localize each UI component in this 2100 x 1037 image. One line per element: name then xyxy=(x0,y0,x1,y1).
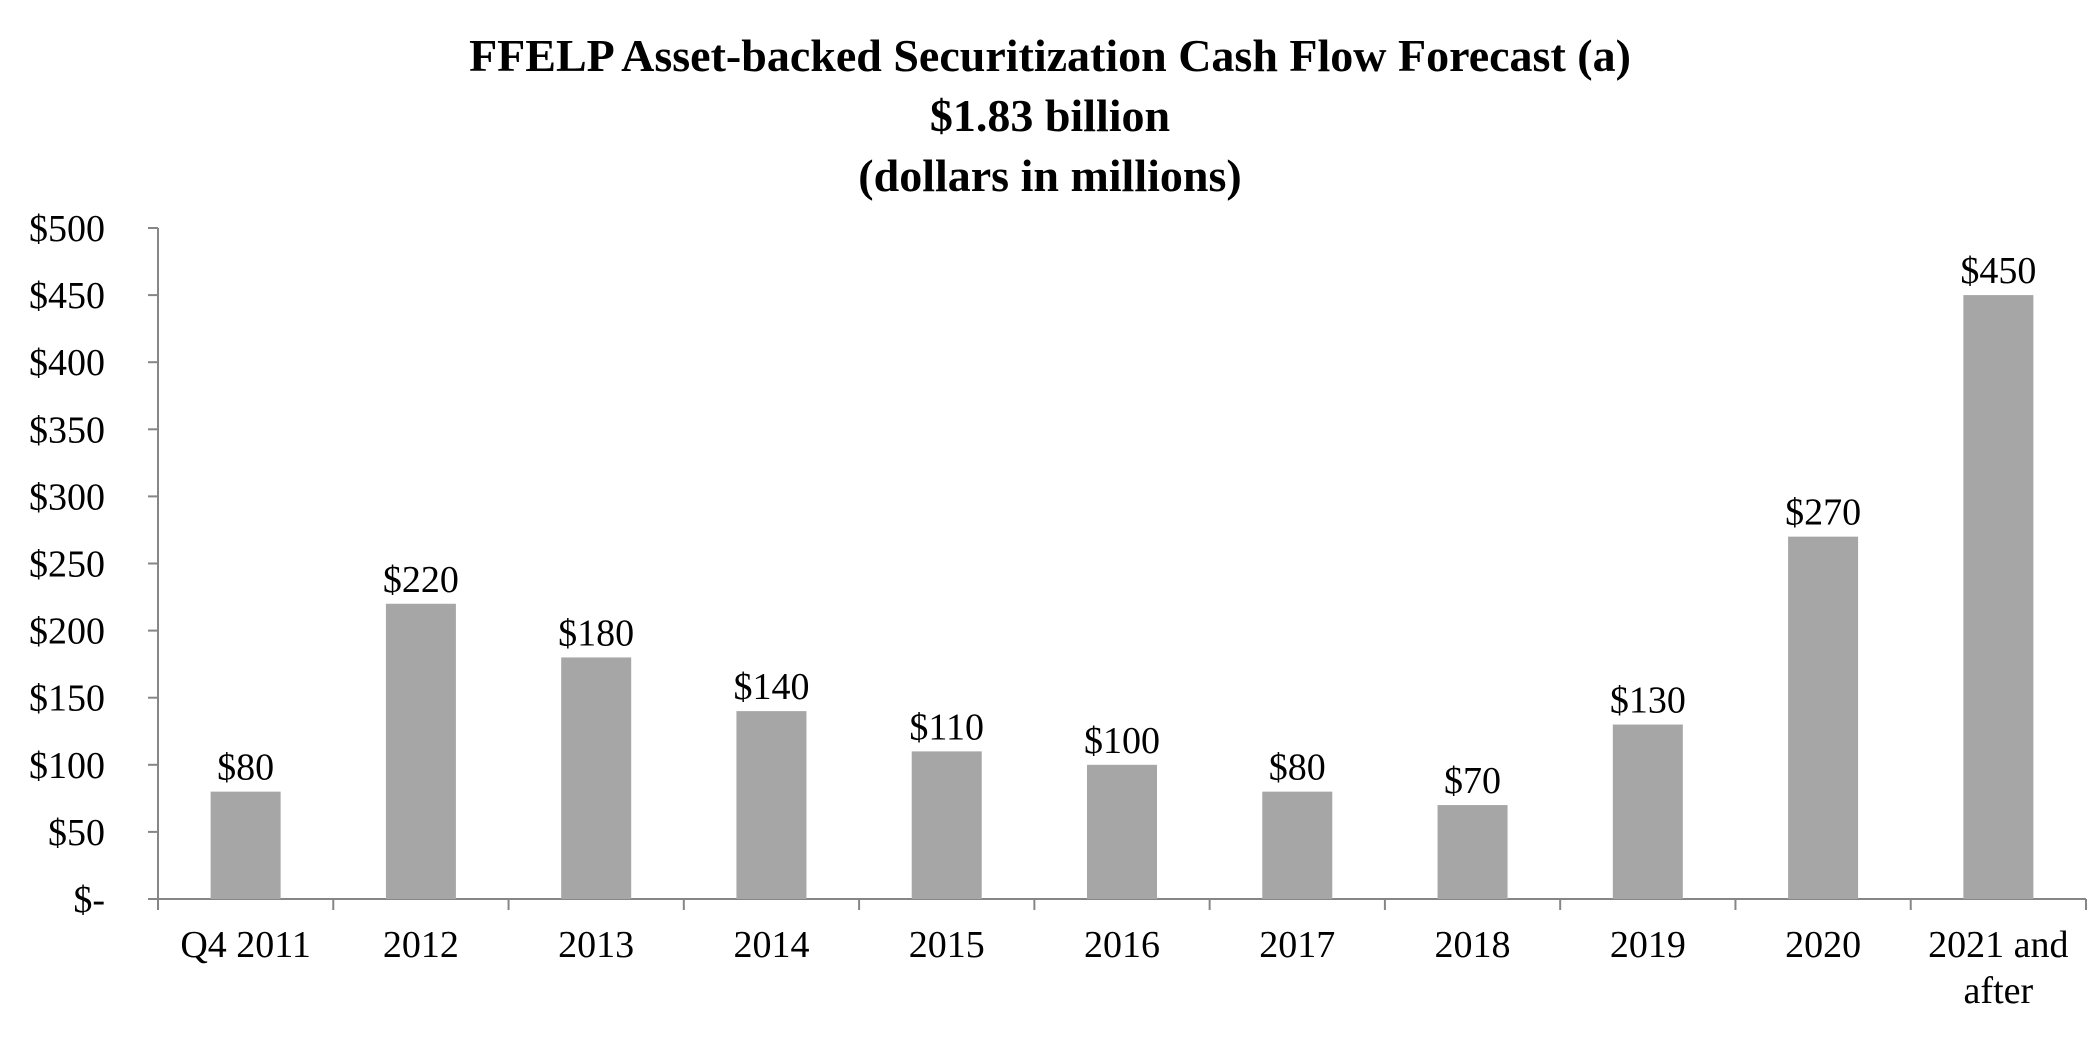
data-label: $80 xyxy=(1269,747,1326,789)
bar xyxy=(911,751,982,899)
y-tick-label: $500 xyxy=(29,208,105,250)
x-category-label: 2019 xyxy=(1610,924,1686,966)
bars xyxy=(210,295,2034,900)
bar xyxy=(1612,724,1683,899)
bar xyxy=(736,711,807,899)
data-label: $180 xyxy=(558,612,634,654)
x-category-label: Q4 2011 xyxy=(180,924,311,966)
y-tick-label: $450 xyxy=(29,275,105,317)
bar xyxy=(1963,295,2034,900)
bar xyxy=(1788,536,1859,899)
bar xyxy=(1087,764,1157,899)
data-label: $140 xyxy=(733,666,809,708)
x-category-label: 2013 xyxy=(558,924,634,966)
data-label: $100 xyxy=(1084,720,1160,762)
bar xyxy=(1437,805,1508,899)
x-category-label: 2020 xyxy=(1785,924,1861,966)
x-category-label-line: 2021 and xyxy=(1928,924,2068,966)
chart-units-note: (dollars in millions) xyxy=(858,150,1242,201)
x-category-label: 2021 and after xyxy=(1928,924,2068,1012)
y-tick-label: $150 xyxy=(29,678,105,720)
data-labels: $80 $220 $180 $140 $110 $100 $80 $70 $130 $270 $45… xyxy=(217,250,2036,802)
y-tick-label: $100 xyxy=(29,745,105,787)
x-category-label: 2012 xyxy=(383,924,459,966)
data-label: $70 xyxy=(1444,760,1501,802)
bar xyxy=(1262,791,1333,899)
data-label: $110 xyxy=(909,706,984,748)
y-tick-label: $400 xyxy=(29,342,105,384)
x-category-label: 2018 xyxy=(1435,924,1511,966)
bar xyxy=(385,603,456,899)
chart-title-block: FFELP Asset-backed Securitization Cash F… xyxy=(0,26,2100,206)
bar xyxy=(210,791,281,899)
data-label: $130 xyxy=(1610,680,1686,722)
bar xyxy=(561,657,632,899)
y-tick-label: $50 xyxy=(48,812,105,854)
x-category-label: 2017 xyxy=(1259,924,1335,966)
x-axis: Q4 2011 2012 2013 2014 2015 2016 2017 2018 2019 2… xyxy=(157,898,2087,1012)
y-tick-label: $250 xyxy=(29,544,105,586)
chart-subtitle: $1.83 billion xyxy=(929,90,1171,141)
x-category-label-line: after xyxy=(1964,970,2034,1012)
data-label: $80 xyxy=(217,747,274,789)
y-tick-label: $- xyxy=(73,879,105,921)
y-tick-label: $200 xyxy=(29,611,105,653)
chart-title: FFELP Asset-backed Securitization Cash F… xyxy=(469,30,1631,81)
data-label: $220 xyxy=(383,559,459,601)
y-axis: $- $50 $100 $150 $200 $250 $300 $350 $400 $450 $50… xyxy=(29,208,159,921)
data-label: $270 xyxy=(1785,492,1861,534)
data-label: $450 xyxy=(1960,250,2036,292)
x-category-label: 2014 xyxy=(733,924,809,966)
y-tick-label: $350 xyxy=(29,409,105,451)
x-category-label: 2016 xyxy=(1084,924,1160,966)
y-tick-label: $300 xyxy=(29,476,105,518)
x-category-label: 2015 xyxy=(909,924,985,966)
